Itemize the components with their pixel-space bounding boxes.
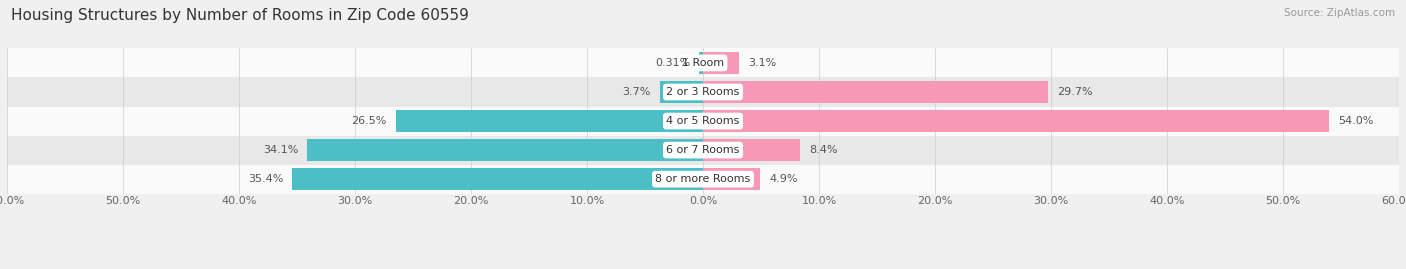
Text: 1 Room: 1 Room bbox=[682, 58, 724, 68]
Text: 3.1%: 3.1% bbox=[748, 58, 776, 68]
Text: 6 or 7 Rooms: 6 or 7 Rooms bbox=[666, 145, 740, 155]
Text: 8 or more Rooms: 8 or more Rooms bbox=[655, 174, 751, 184]
Text: 4 or 5 Rooms: 4 or 5 Rooms bbox=[666, 116, 740, 126]
Bar bbox=[703, 110, 1330, 132]
Bar bbox=[703, 139, 800, 161]
Bar bbox=[7, 165, 1399, 194]
Bar bbox=[703, 52, 740, 74]
Text: Housing Structures by Number of Rooms in Zip Code 60559: Housing Structures by Number of Rooms in… bbox=[11, 8, 470, 23]
Text: 34.1%: 34.1% bbox=[263, 145, 298, 155]
Bar bbox=[7, 107, 1399, 136]
Bar bbox=[7, 77, 1399, 107]
Bar bbox=[395, 110, 703, 132]
Bar bbox=[699, 52, 703, 74]
Bar bbox=[308, 139, 703, 161]
Text: 26.5%: 26.5% bbox=[352, 116, 387, 126]
Text: 29.7%: 29.7% bbox=[1057, 87, 1092, 97]
Bar bbox=[703, 81, 1047, 103]
Text: 0.31%: 0.31% bbox=[655, 58, 690, 68]
Text: Source: ZipAtlas.com: Source: ZipAtlas.com bbox=[1284, 8, 1395, 18]
Text: 2 or 3 Rooms: 2 or 3 Rooms bbox=[666, 87, 740, 97]
Text: 3.7%: 3.7% bbox=[623, 87, 651, 97]
Legend: Owner-occupied, Renter-occupied: Owner-occupied, Renter-occupied bbox=[588, 268, 818, 269]
Text: 4.9%: 4.9% bbox=[769, 174, 797, 184]
Bar bbox=[7, 48, 1399, 77]
Text: 8.4%: 8.4% bbox=[810, 145, 838, 155]
Bar bbox=[7, 136, 1399, 165]
Bar bbox=[292, 168, 703, 190]
Text: 35.4%: 35.4% bbox=[247, 174, 283, 184]
Text: 54.0%: 54.0% bbox=[1339, 116, 1374, 126]
Bar bbox=[703, 168, 759, 190]
Bar bbox=[659, 81, 703, 103]
